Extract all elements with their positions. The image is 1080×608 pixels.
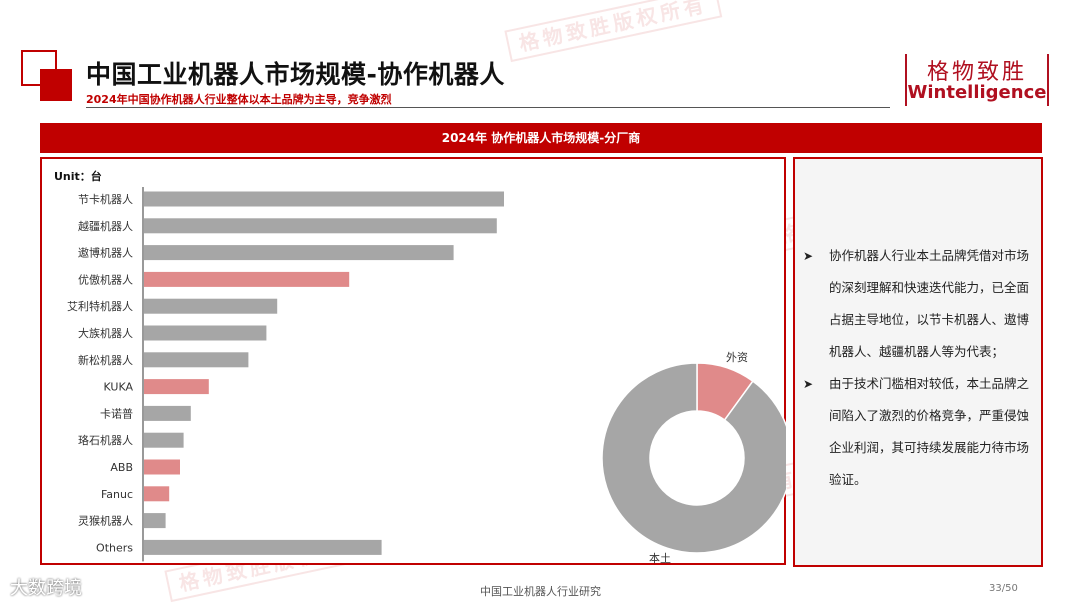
bar-category-label: 灵猴机器人	[78, 514, 133, 528]
commentary-item: ➤ 由于技术门槛相对较低，本土品牌之间陷入了激烈的价格竞争，严重侵蚀企业利润，其…	[803, 368, 1035, 496]
commentary-list: ➤ 协作机器人行业本土品牌凭借对市场的深刻理解和快速迭代能力，已全面占据主导地位…	[803, 240, 1035, 496]
bar	[144, 405, 191, 421]
bar-category-label: 越疆机器人	[78, 219, 133, 233]
bar-category-label: Others	[96, 541, 133, 554]
donut-label: 外资	[726, 351, 748, 364]
footer-title: 中国工业机器人行业研究	[480, 585, 601, 598]
bar	[144, 486, 170, 502]
page-subtitle: 2024年中国协作机器人行业整体以本土品牌为主导，竞争激烈	[86, 93, 392, 106]
donut-slice	[601, 362, 786, 554]
bar	[144, 379, 209, 395]
page-number: 33/50	[989, 583, 1018, 594]
watermark: 格物致胜版权所有	[504, 0, 723, 63]
bar	[144, 539, 382, 555]
unit-label: Unit：台	[54, 170, 102, 183]
logo-chinese: 格物致胜	[926, 60, 1027, 85]
bar	[144, 352, 249, 368]
bar-category-label: 优傲机器人	[78, 272, 133, 286]
footer-brand: 大数跨境	[10, 578, 82, 599]
logo-frame	[905, 54, 1049, 106]
bar-category-label: KUKA	[103, 381, 133, 394]
header-decoration	[21, 50, 57, 86]
commentary-text: 由于技术门槛相对较低，本土品牌之间陷入了激烈的价格竞争，严重侵蚀企业利润，其可持…	[829, 376, 1030, 487]
chart-banner: 2024年 协作机器人市场规模-分厂商	[40, 123, 1042, 153]
bar	[144, 191, 504, 207]
bar	[144, 271, 350, 287]
commentary-panel	[793, 157, 1043, 567]
page-title: 中国工业机器人市场规模-协作机器人	[86, 60, 505, 89]
commentary-item: ➤ 协作机器人行业本土品牌凭借对市场的深刻理解和快速迭代能力，已全面占据主导地位…	[803, 240, 1035, 368]
bar	[144, 218, 497, 234]
bullet-arrow-icon: ➤	[803, 377, 814, 391]
bar	[144, 432, 184, 448]
header-decoration-fill	[40, 69, 72, 101]
bar	[144, 513, 166, 529]
bar	[144, 298, 278, 314]
bar-category-label: 新松机器人	[78, 353, 133, 367]
bar	[144, 325, 267, 341]
brand-logo: 格物致胜 Wintelligence	[905, 54, 1049, 106]
bar	[144, 245, 454, 261]
bar-category-label: Fanuc	[101, 488, 133, 501]
bar-category-label: 节卡机器人	[78, 192, 133, 206]
logo-english: Wintelligence	[907, 82, 1047, 103]
donut-label: 本土	[649, 551, 671, 565]
bar	[144, 459, 180, 475]
bullet-arrow-icon: ➤	[803, 249, 814, 263]
bar-category-label: ABB	[110, 461, 133, 474]
bar-category-label: 遨博机器人	[78, 246, 133, 260]
bar-category-label: 大族机器人	[78, 326, 133, 340]
header-divider	[86, 107, 890, 108]
bar-category-label: 艾利特机器人	[67, 299, 133, 313]
commentary-text: 协作机器人行业本土品牌凭借对市场的深刻理解和快速迭代能力，已全面占据主导地位，以…	[829, 248, 1030, 359]
bar-category-label: 卡诺普	[100, 406, 133, 420]
bar-category-label: 珞石机器人	[78, 433, 133, 447]
